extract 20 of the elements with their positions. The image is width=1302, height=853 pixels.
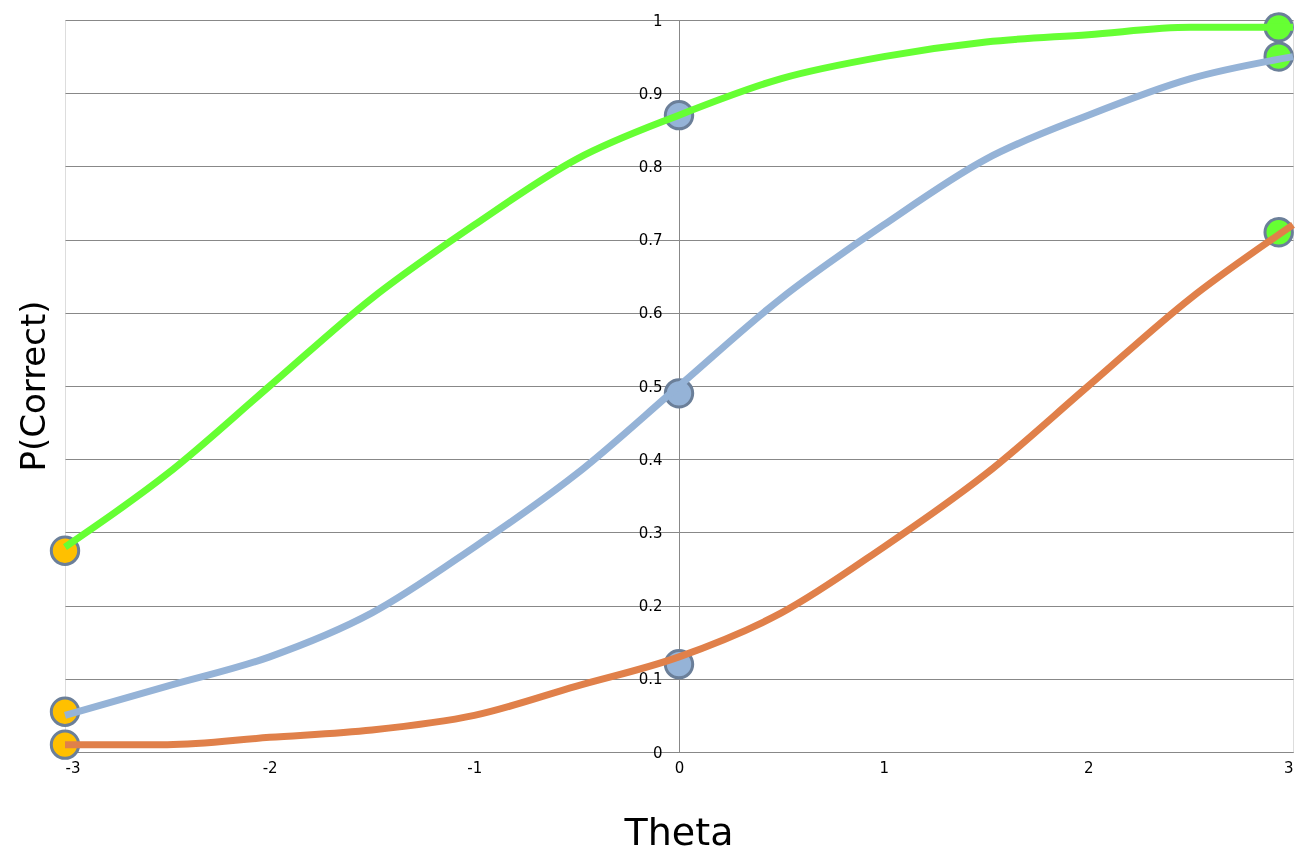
x-tick-label: 0 (674, 758, 685, 777)
x-tick-label: 3 (1283, 758, 1294, 777)
y-tick-label: 0.6 (638, 304, 663, 323)
x-tick-label: 1 (879, 758, 889, 777)
y-axis-title: P(Correct) (13, 300, 53, 472)
y-tick-label: 0.9 (638, 84, 663, 103)
y-tick-label: 1 (652, 11, 663, 30)
y-tick-label: 0.5 (638, 377, 663, 396)
y-tick-label: 0.4 (638, 450, 663, 469)
x-tick-label: 2 (1084, 758, 1094, 777)
y-tick-label: 0.7 (638, 231, 663, 250)
x-axis-title: Theta (623, 810, 734, 853)
y-tick-label: 0.3 (638, 523, 663, 542)
x-tick-label: -1 (467, 758, 483, 777)
y-tick-label: 0 (652, 743, 663, 762)
y-tick-label: 0.8 (638, 157, 663, 176)
x-tick-label: -2 (262, 758, 278, 777)
y-tick-label: 0.1 (638, 670, 663, 689)
x-tick-label: -3 (65, 758, 81, 777)
y-tick-label: 0.2 (638, 597, 663, 616)
